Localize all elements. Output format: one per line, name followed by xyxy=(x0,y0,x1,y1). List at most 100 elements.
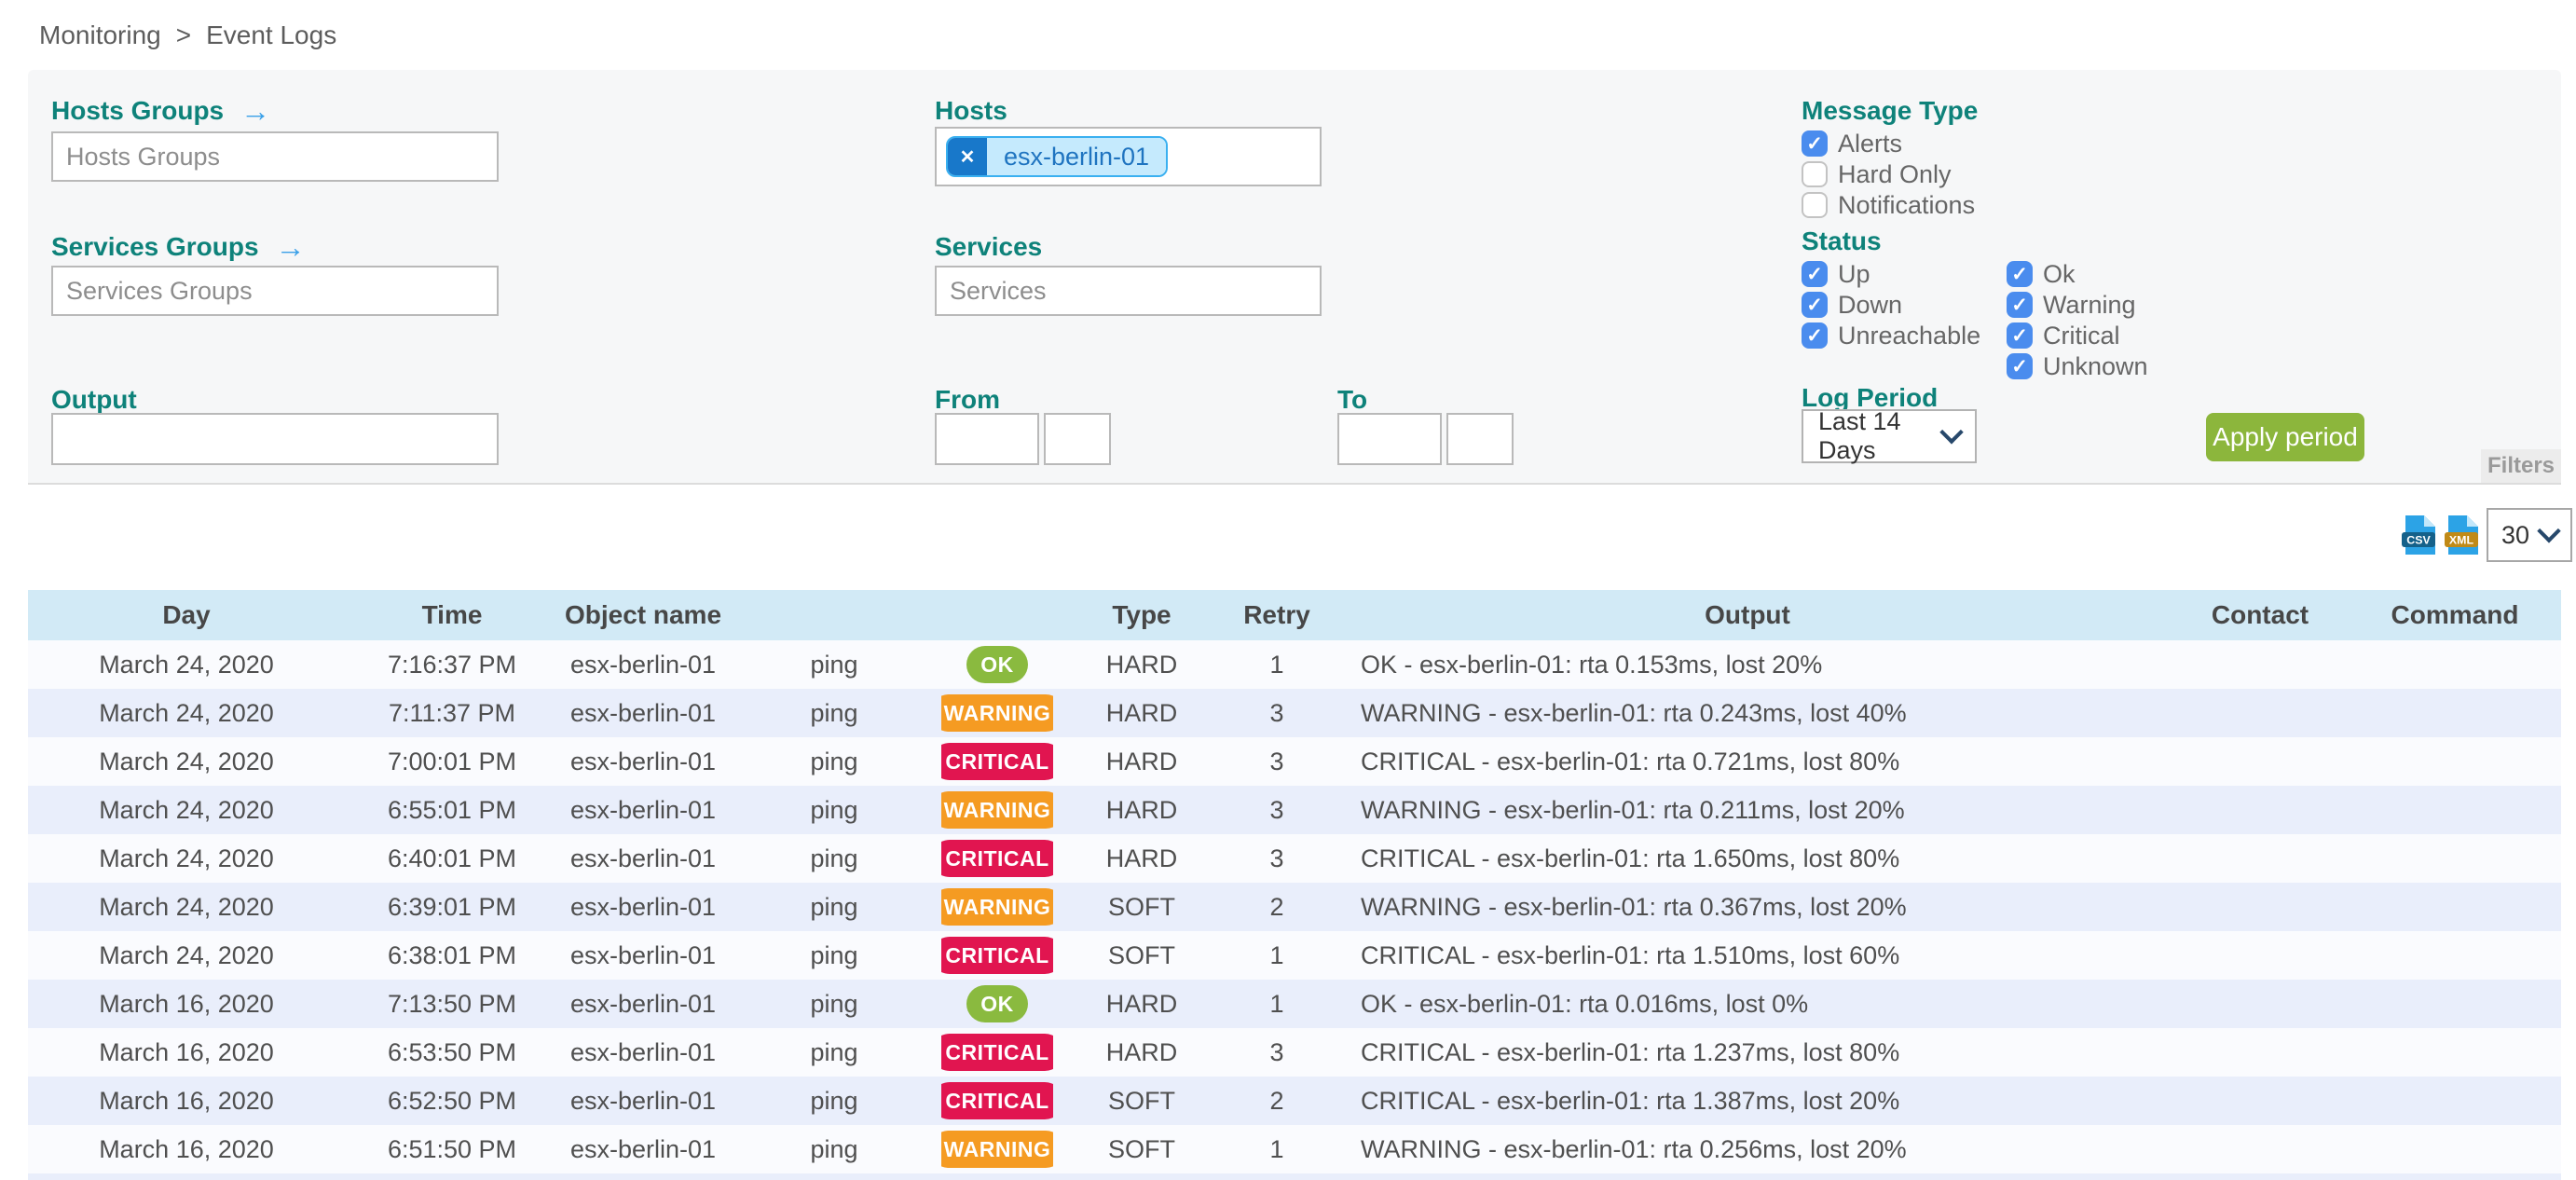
from-date-input[interactable] xyxy=(935,413,1039,465)
checkbox-checked-icon[interactable] xyxy=(2007,292,2033,318)
status-option-down[interactable]: Down xyxy=(1802,291,1980,319)
to-time-input[interactable] xyxy=(1446,413,1514,465)
status-option-warning[interactable]: Warning xyxy=(2007,291,2148,319)
status-cell: WARNING xyxy=(941,694,1053,732)
output-cell: OK - esx-berlin-01: rta 0.016ms, lost 0% xyxy=(1361,989,1809,1018)
retry-cell: 1 xyxy=(1269,1134,1284,1163)
chip-remove-icon[interactable] xyxy=(948,138,987,175)
service-cell: ping xyxy=(810,892,858,921)
column-header-day: Day xyxy=(162,600,211,629)
status-badge: WARNING xyxy=(941,694,1053,732)
chip-label: esx-berlin-01 xyxy=(987,138,1167,175)
day-cell: March 16, 2020 xyxy=(99,1037,274,1066)
checkbox-checked-icon[interactable] xyxy=(1802,261,1828,287)
time-cell: 6:38:01 PM xyxy=(387,940,517,969)
type-cell: SOFT xyxy=(1108,1086,1175,1115)
output-label: Output xyxy=(51,385,137,414)
to-date-input[interactable] xyxy=(1337,413,1442,465)
services-groups-label: Services Groups xyxy=(51,232,306,262)
retry-cell: 2 xyxy=(1269,1086,1284,1115)
retry-cell: 1 xyxy=(1269,989,1284,1018)
output-cell: WARNING - esx-berlin-01: rta 0.256ms, lo… xyxy=(1361,1134,1907,1163)
object-name-cell: esx-berlin-01 xyxy=(569,892,717,921)
export-xml-icon[interactable]: XML xyxy=(2444,515,2479,556)
output-cell: CRITICAL - esx-berlin-01: rta 0.721ms, l… xyxy=(1361,747,1900,775)
status-option-unknown[interactable]: Unknown xyxy=(2007,352,2148,380)
from-time-input[interactable] xyxy=(1044,413,1111,465)
output-cell: WARNING - esx-berlin-01: rta 0.243ms, lo… xyxy=(1361,698,1907,727)
column-header-retry: Retry xyxy=(1243,600,1310,629)
type-cell: HARD xyxy=(1105,844,1178,872)
apply-period-button[interactable]: Apply period xyxy=(2206,413,2364,461)
status-cell: CRITICAL xyxy=(941,1082,1053,1119)
time-cell: 6:53:50 PM xyxy=(387,1037,517,1066)
table-row: March 24, 2020 6:55:01 PM esx-berlin-01 pin… xyxy=(28,786,2561,834)
day-cell: March 24, 2020 xyxy=(99,795,274,824)
status-option-critical[interactable]: Critical xyxy=(2007,322,2148,350)
page-size-select[interactable]: 30 xyxy=(2487,508,2572,562)
object-name-cell: esx-berlin-01 xyxy=(569,1086,717,1115)
table-row: March 24, 2020 6:39:01 PM esx-berlin-01 pin… xyxy=(28,883,2561,931)
checkbox-label: Warning xyxy=(2043,290,2136,319)
checkbox-unchecked-icon[interactable] xyxy=(1802,161,1828,187)
filters-tab[interactable]: Filters xyxy=(2481,449,2561,483)
message-type-option-alerts[interactable]: Alerts xyxy=(1802,130,1975,158)
message-type-label: Message Type xyxy=(1802,96,1979,125)
object-name-cell: esx-berlin-01 xyxy=(569,795,717,824)
log-period-select[interactable]: Last 14 Days xyxy=(1802,407,1977,464)
status-cell: CRITICAL xyxy=(941,743,1053,780)
retry-cell: 1 xyxy=(1269,650,1284,679)
day-cell: March 24, 2020 xyxy=(99,747,274,775)
services-input[interactable] xyxy=(935,266,1322,316)
type-cell: HARD xyxy=(1105,698,1178,727)
message-type-option-hard-only[interactable]: Hard Only xyxy=(1802,160,1975,188)
service-cell: ping xyxy=(810,940,858,969)
service-cell: ping xyxy=(810,1086,858,1115)
retry-cell: 3 xyxy=(1269,795,1284,824)
checkbox-checked-icon[interactable] xyxy=(1802,130,1828,157)
column-header-time: Time xyxy=(421,600,483,629)
hosts-input[interactable]: esx-berlin-01 xyxy=(935,127,1322,186)
status-option-up[interactable]: Up xyxy=(1802,260,1980,288)
checkbox-unchecked-icon[interactable] xyxy=(1802,192,1828,218)
day-cell: March 24, 2020 xyxy=(99,892,274,921)
output-cell: CRITICAL - esx-berlin-01: rta 1.387ms, l… xyxy=(1361,1086,1900,1115)
breadcrumb: Monitoring > Event Logs xyxy=(39,21,336,50)
message-type-option-notifications[interactable]: Notifications xyxy=(1802,191,1975,219)
status-cell: CRITICAL xyxy=(941,840,1053,877)
checkbox-checked-icon[interactable] xyxy=(2007,322,2033,349)
hosts-label: Hosts xyxy=(935,96,1007,125)
day-cell: March 24, 2020 xyxy=(99,650,274,679)
export-csv-icon[interactable]: CSV xyxy=(2401,515,2436,556)
type-cell: HARD xyxy=(1105,1037,1178,1066)
breadcrumb-separator: > xyxy=(175,21,192,49)
table-row: March 16, 2020 6:53:50 PM esx-berlin-01 pin… xyxy=(28,1028,2561,1077)
time-cell: 6:51:50 PM xyxy=(387,1134,517,1163)
retry-cell: 3 xyxy=(1269,1037,1284,1066)
hosts-groups-input[interactable] xyxy=(51,131,499,182)
services-groups-input[interactable] xyxy=(51,266,499,316)
table-row: March 16, 2020 7:13:50 PM esx-berlin-01 pin… xyxy=(28,980,2561,1028)
type-cell: HARD xyxy=(1105,989,1178,1018)
table-row-partial xyxy=(28,1173,2561,1180)
output-input[interactable] xyxy=(51,413,499,465)
checkbox-label: Unknown xyxy=(2043,351,2148,380)
service-cell: ping xyxy=(810,795,858,824)
status-badge: CRITICAL xyxy=(941,743,1053,780)
retry-cell: 2 xyxy=(1269,892,1284,921)
time-cell: 6:39:01 PM xyxy=(387,892,517,921)
table-row: March 24, 2020 7:16:37 PM esx-berlin-01 pin… xyxy=(28,640,2561,689)
status-badge: WARNING xyxy=(941,888,1053,926)
retry-cell: 3 xyxy=(1269,747,1284,775)
checkbox-checked-icon[interactable] xyxy=(1802,292,1828,318)
checkbox-checked-icon[interactable] xyxy=(2007,353,2033,379)
status-option-unreachable[interactable]: Unreachable xyxy=(1802,322,1980,350)
breadcrumb-monitoring[interactable]: Monitoring xyxy=(39,21,161,49)
column-header-output: Output xyxy=(1705,600,1790,629)
status-option-ok[interactable]: Ok xyxy=(2007,260,2148,288)
status-badge: OK xyxy=(966,985,1028,1022)
checkbox-checked-icon[interactable] xyxy=(1802,322,1828,349)
time-cell: 6:52:50 PM xyxy=(387,1086,517,1115)
status-cell: WARNING xyxy=(941,888,1053,926)
checkbox-checked-icon[interactable] xyxy=(2007,261,2033,287)
